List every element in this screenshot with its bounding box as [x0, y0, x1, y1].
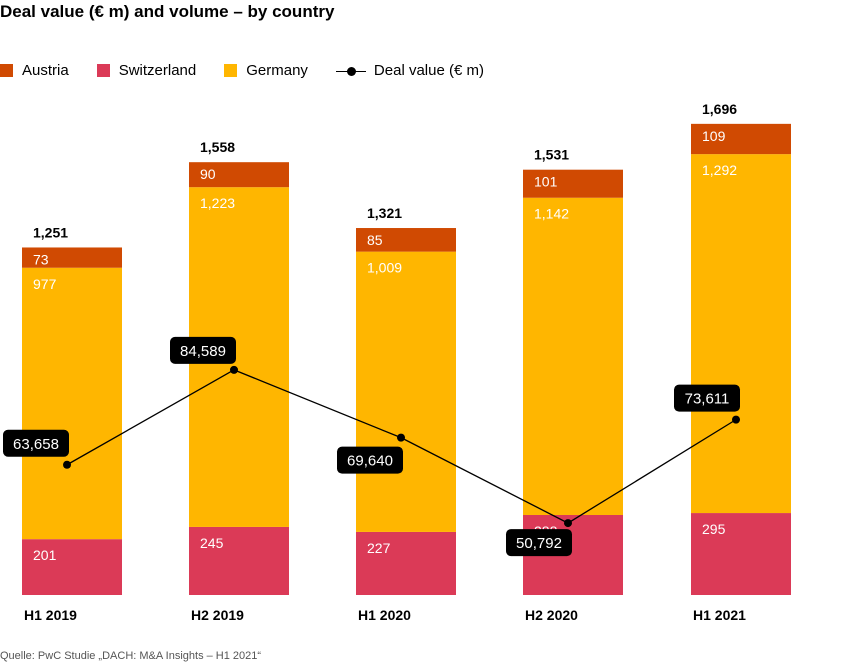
- value-label-austria: 101: [534, 174, 558, 190]
- value-label-austria: 85: [367, 232, 383, 248]
- x-tick-label: H1 2020: [358, 607, 411, 623]
- deal-value-label-box: [337, 446, 403, 474]
- total-label: 1,558: [200, 139, 235, 155]
- legend-label-switzerland: Switzerland: [118, 62, 197, 79]
- bar-austria: [523, 169, 623, 198]
- austria-swatch: [0, 64, 13, 77]
- x-tick-label: H1 2021: [693, 607, 746, 623]
- x-tick-label: H2 2019: [191, 607, 244, 623]
- value-label-austria: 109: [702, 128, 726, 144]
- deal-value-label: 50,792: [516, 535, 562, 552]
- germany-swatch: [224, 64, 238, 77]
- bar-germany: [691, 154, 791, 514]
- bar-austria: [22, 247, 122, 268]
- deal-value-label: 63,658: [13, 436, 59, 453]
- deal-value-label-box: [674, 384, 740, 412]
- x-tick-label: H2 2020: [525, 607, 578, 623]
- deal-value-point: [732, 415, 740, 424]
- deal-value-label-box: [506, 529, 572, 557]
- deal-value-point: [397, 433, 405, 442]
- legend-label-austria: Austria: [22, 62, 69, 79]
- bar-austria: [356, 228, 456, 252]
- value-label-germany: 1,009: [367, 260, 402, 276]
- switzerland-swatch: [96, 64, 110, 77]
- legend-item-deal-value: Deal value (€ m): [335, 62, 484, 79]
- deal-value-point: [63, 460, 71, 469]
- total-label: 1,531: [534, 147, 569, 163]
- x-tick-label: H1 2019: [24, 607, 77, 623]
- value-label-switzerland: 295: [702, 521, 726, 537]
- deal-value-label: 73,611: [685, 391, 730, 408]
- value-label-germany: 1,292: [702, 162, 737, 178]
- bar-germany: [523, 197, 623, 515]
- legend: Austria Switzerland Germany Deal value (…: [0, 62, 512, 79]
- total-label: 1,696: [702, 101, 737, 117]
- deal-value-label: 69,640: [347, 453, 393, 470]
- total-label: 1,321: [367, 205, 402, 221]
- value-label-switzerland: 201: [33, 547, 57, 563]
- legend-label-deal-value: Deal value (€ m): [373, 62, 484, 79]
- value-label-germany: 977: [33, 276, 57, 292]
- deal-value-point: [230, 365, 238, 374]
- legend-item-switzerland: Switzerland: [96, 62, 197, 79]
- deal-value-label-box: [170, 336, 236, 364]
- bar-germany: [22, 267, 122, 540]
- bar-switzerland: [691, 513, 791, 595]
- value-label-austria: 73: [33, 251, 49, 267]
- bar-austria: [691, 123, 791, 155]
- bar-switzerland: [189, 526, 289, 595]
- value-label-germany: 1,142: [534, 206, 569, 222]
- total-label: 1,251: [33, 224, 68, 240]
- legend-item-austria: Austria: [0, 62, 69, 79]
- value-label-switzerland: 227: [367, 540, 391, 556]
- source-note: Quelle: PwC Studie „DACH: M&A Insights –…: [0, 650, 262, 662]
- deal-value-point: [564, 519, 572, 528]
- legend-item-germany: Germany: [224, 62, 308, 79]
- line-marker-icon: [335, 65, 366, 77]
- value-label-austria: 90: [200, 166, 216, 182]
- chart-title: Deal value (€ m) and volume – by country: [0, 2, 335, 21]
- value-label-germany: 1,223: [200, 195, 235, 211]
- value-label-switzerland: 245: [200, 535, 224, 551]
- bar-switzerland: [22, 539, 122, 595]
- legend-label-germany: Germany: [246, 62, 308, 79]
- bar-germany: [356, 251, 456, 532]
- deal-value-label: 84,589: [180, 343, 226, 360]
- bar-austria: [189, 162, 289, 188]
- deal-value-label-box: [3, 429, 69, 457]
- bar-switzerland: [356, 531, 456, 595]
